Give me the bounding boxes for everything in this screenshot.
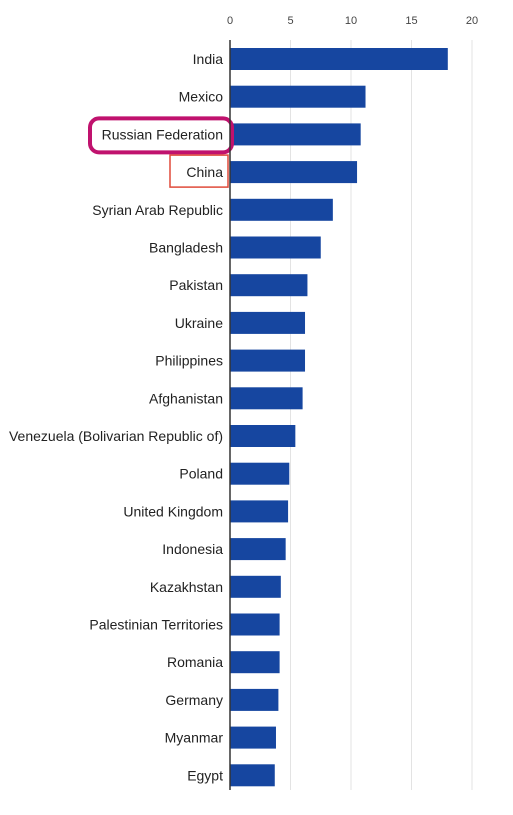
bar-ukraine xyxy=(230,311,306,334)
category-label-germany: Germany xyxy=(165,692,223,708)
x-tick-label: 10 xyxy=(345,15,357,27)
bar-india xyxy=(230,48,448,70)
category-label-indonesia: Indonesia xyxy=(162,541,223,557)
category-label-venezuela-bolivarian-republic-of: Venezuela (Bolivarian Republic of) xyxy=(9,428,223,444)
bar-united-kingdom xyxy=(230,500,289,523)
grid-layer xyxy=(290,40,473,790)
category-label-russian-federation: Russian Federation xyxy=(102,126,223,142)
bar-poland xyxy=(230,462,290,485)
bar-egypt xyxy=(230,764,275,787)
bar-philippines xyxy=(230,349,306,372)
bar-russian-federation xyxy=(230,123,361,146)
bar-venezuela-bolivarian-republic-of xyxy=(230,425,296,447)
highlight-box-russian-federation xyxy=(88,116,234,155)
bar-china xyxy=(230,161,358,184)
category-label-romania: Romania xyxy=(167,654,223,670)
bar-germany xyxy=(230,688,279,711)
category-labels: India Mexico Russian Federation China Syrian… xyxy=(9,51,223,783)
x-tick-label: 5 xyxy=(287,15,293,27)
bar-palestinian-territories xyxy=(230,613,280,636)
bar-indonesia xyxy=(230,538,286,561)
bar-mexico xyxy=(230,85,366,108)
category-label-pakistan: Pakistan xyxy=(169,277,223,293)
category-label-ukraine: Ukraine xyxy=(175,315,223,331)
x-tick-label: 20 xyxy=(466,15,478,27)
highlight-box-china xyxy=(169,154,229,188)
category-label-afghanistan: Afghanistan xyxy=(149,390,223,406)
bars xyxy=(230,48,448,787)
category-label-palestinian-territories: Palestinian Territories xyxy=(89,617,223,633)
bar-myanmar xyxy=(230,726,276,749)
category-label-syrian-arab-republic: Syrian Arab Republic xyxy=(92,202,223,218)
category-label-united-kingdom: United Kingdom xyxy=(123,503,223,519)
category-label-india: India xyxy=(193,51,224,67)
x-axis-ticks: 0 5 10 15 20 xyxy=(227,15,478,27)
bar-syrian-arab-republic xyxy=(230,198,333,221)
bar-afghanistan xyxy=(230,387,303,410)
x-tick-label: 15 xyxy=(405,15,417,27)
x-tick-label: 0 xyxy=(227,15,233,27)
category-label-myanmar: Myanmar xyxy=(165,730,224,746)
category-label-bangladesh: Bangladesh xyxy=(149,240,223,256)
category-label-mexico: Mexico xyxy=(179,89,224,105)
category-label-poland: Poland xyxy=(179,466,223,482)
highlight-boxes xyxy=(88,116,234,188)
bar-romania xyxy=(230,651,280,674)
category-label-philippines: Philippines xyxy=(155,353,223,369)
bar-pakistan xyxy=(230,274,308,297)
bar-bangladesh xyxy=(230,236,321,259)
bar-kazakhstan xyxy=(230,575,281,598)
category-label-egypt: Egypt xyxy=(187,767,223,783)
category-label-kazakhstan: Kazakhstan xyxy=(150,579,223,595)
category-label-china: China xyxy=(186,164,223,180)
